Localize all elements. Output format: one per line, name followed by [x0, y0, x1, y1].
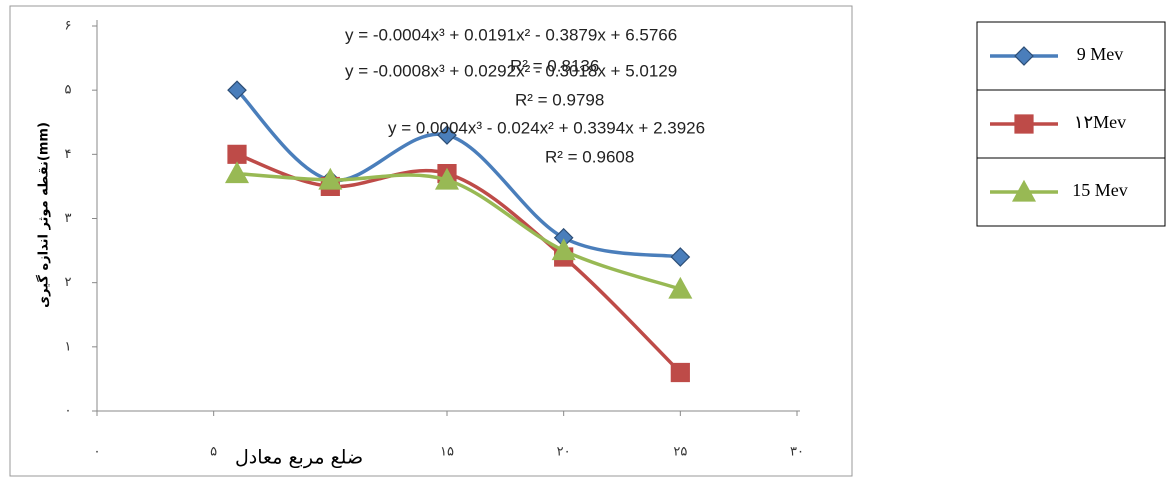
legend-label: ۱۲Mev	[1074, 112, 1126, 132]
legend-marker	[1011, 179, 1037, 202]
series-line	[235, 88, 681, 259]
y-tick-label: ۶	[65, 19, 72, 34]
legend-label: 15 Mev	[1072, 180, 1128, 200]
trendline-equation: R² = 0.8136	[510, 56, 599, 75]
point	[434, 167, 460, 190]
x-tick-label: ۵	[210, 445, 217, 460]
y-tick-label: ۴	[65, 147, 72, 162]
legend-marker	[1014, 46, 1034, 66]
trendline-equation: R² = 0.9608	[545, 147, 634, 166]
point	[668, 276, 693, 299]
x-tick-label: ۲۵	[673, 445, 687, 460]
y-tick-label: ۱	[65, 339, 72, 354]
trendline-equation: y = -0.0008x³ + 0.0292x² - 0.3018x + 5.0…	[345, 61, 677, 80]
series-line	[236, 171, 681, 291]
y-tick-label: ۰	[65, 404, 72, 419]
x-tick-label: ۱۵	[440, 445, 454, 460]
x-axis-title: ضلع مربع معادل	[235, 447, 363, 469]
point	[670, 247, 691, 267]
point	[551, 238, 576, 261]
point	[227, 80, 247, 101]
series-line	[236, 152, 682, 374]
legend-label: 9 Mev	[1077, 44, 1124, 64]
chart-frame	[9, 5, 853, 477]
trendline-equation: y = 0.0004x³ - 0.024x² + 0.3394x + 2.392…	[388, 118, 705, 137]
y-tick-label: ۵	[65, 83, 72, 98]
x-tick-label: ۰	[94, 445, 101, 460]
trendline-equation: R² = 0.9798	[515, 90, 604, 109]
point	[670, 362, 690, 383]
trendline-equation: y = -0.0004x³ + 0.0191x² - 0.3879x + 6.5…	[345, 25, 677, 44]
x-tick-label: ۳۰	[790, 445, 804, 460]
x-tick-label: ۲۰	[557, 445, 571, 460]
point	[318, 167, 343, 190]
point	[224, 161, 250, 184]
y-tick-label: ۳	[65, 211, 72, 226]
legend-marker	[1014, 114, 1034, 134]
y-axis-title: نقطه موثر اندازه گیری(mm)	[36, 122, 52, 308]
point	[227, 144, 247, 164]
y-tick-label: ۲	[65, 275, 72, 290]
point	[437, 125, 457, 145]
